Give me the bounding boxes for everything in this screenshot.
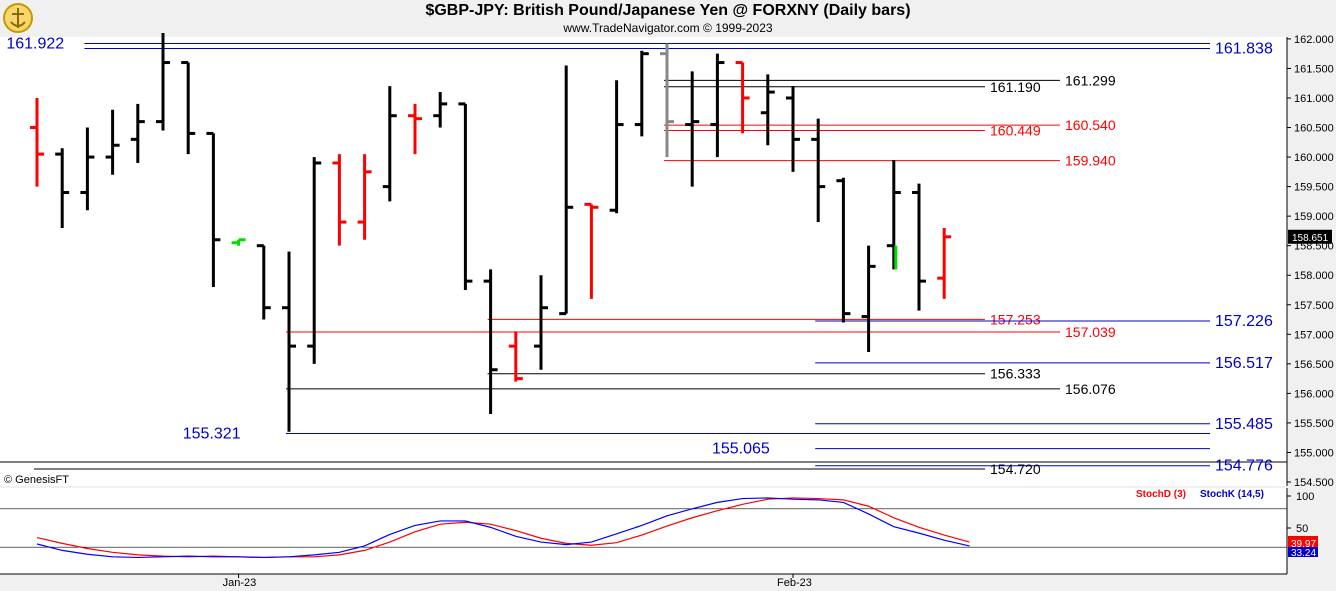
ohlc-bar [534, 275, 548, 370]
ohlc-bar [861, 245, 876, 353]
ohlc-bar [105, 109, 120, 175]
level-label: 154.720 [990, 461, 1041, 477]
last-price-marker-bg [1288, 229, 1332, 244]
ohlc-bar [130, 103, 145, 163]
ohlc-bar [408, 103, 422, 155]
y-tick-label: 160.000 [1294, 152, 1334, 164]
y-tick-label: 160.500 [1294, 123, 1334, 135]
ohlc-bar [937, 227, 952, 299]
level-label: 156.333 [990, 366, 1041, 382]
ohlc-bar [710, 53, 725, 158]
level-label: 161.922 [6, 36, 64, 53]
ohlc-bar [483, 269, 498, 415]
ohlc-bar [886, 160, 901, 270]
copyright-text: © GenesisFT [4, 474, 69, 486]
level-label: 161.838 [1215, 40, 1273, 57]
level-label: 157.039 [1065, 324, 1116, 340]
level-label: 160.449 [990, 123, 1041, 139]
y-tick-label: 161.500 [1294, 63, 1334, 75]
ohlc-bar [256, 244, 271, 320]
stoch-y-tick-label: 100 [1296, 491, 1314, 503]
level-label: 157.253 [990, 311, 1041, 327]
level-label: 161.299 [1065, 72, 1116, 88]
ohlc-bar [912, 183, 926, 311]
ohlc-bar [685, 71, 700, 187]
level-label: 156.076 [1065, 381, 1116, 397]
chart-subtitle: www.TradeNavigator.com © 1999-2023 [563, 21, 773, 35]
x-tick-label: Feb-23 [777, 577, 812, 589]
x-axis-strip [0, 574, 1336, 591]
price-plot-background [0, 37, 1287, 486]
stochastic-panel: 100 50 [0, 488, 1336, 574]
ohlc-bar [760, 74, 775, 146]
stoch-d-marker-bg [1288, 536, 1318, 547]
level-label: 155.321 [183, 425, 241, 442]
ohlc-bar [786, 86, 800, 172]
price-panel: 162.000 161.500 161.000 160.500 160.000 159.5… [0, 33, 1336, 489]
ohlc-bar [55, 148, 70, 228]
stoch-axis-background [1287, 488, 1336, 574]
level-label: 161.190 [990, 79, 1041, 95]
last-price-marker: 158.651 [1292, 233, 1329, 244]
stoch-d-legend: StochD (3) [1136, 489, 1186, 500]
ohlc-bar [433, 92, 448, 128]
trade-navigator-logo-icon [2, 2, 34, 34]
ohlc-bar [80, 127, 95, 211]
level-label: 160.540 [1065, 117, 1116, 133]
ohlc-bar [660, 43, 674, 158]
stoch-plot-background [0, 488, 1287, 574]
x-tick-label: Jan-23 [223, 577, 257, 589]
ohlc-bar [458, 102, 473, 290]
ohlc-bar [382, 86, 397, 202]
chart-title: $GBP-JPY: British Pound/Japanese Yen @ F… [425, 2, 911, 19]
stoch-y-tick-label: 50 [1296, 523, 1308, 535]
ohlc-bar [584, 202, 599, 299]
level-label: 154.776 [1215, 458, 1273, 475]
stoch-series-line [36, 497, 970, 559]
y-tick-label: 162.000 [1294, 34, 1334, 46]
ohlc-bar [559, 65, 574, 316]
stoch-k-marker-bg [1288, 547, 1318, 557]
y-tick-label: 156.500 [1294, 359, 1334, 371]
y-tick-label: 159.500 [1294, 182, 1334, 194]
ohlc-bar [811, 118, 826, 223]
ohlc-bar [307, 157, 322, 364]
ohlc-bar [634, 50, 649, 137]
ohlc-bar [206, 131, 221, 288]
y-tick-label: 154.500 [1294, 477, 1334, 489]
price-axis-background [1287, 37, 1336, 486]
y-tick-label: 155.500 [1294, 418, 1334, 430]
chart-header: $GBP-JPY: British Pound/Japanese Yen @ F… [0, 0, 1336, 36]
ohlc-bar [508, 331, 523, 382]
stoch-k-legend: StochK (14,5) [1200, 489, 1264, 500]
ohlc-bar [30, 97, 44, 187]
level-label: 157.226 [1215, 313, 1273, 330]
y-tick-label: 157.000 [1294, 329, 1334, 341]
level-label: 156.517 [1215, 355, 1273, 372]
stoch-k-last-marker: 33.24 [1291, 548, 1316, 559]
ohlc-bar [156, 33, 170, 131]
y-tick-label: 161.000 [1294, 93, 1334, 105]
ohlc-bar [231, 238, 246, 246]
stoch-d-last-marker: 39.97 [1291, 539, 1316, 550]
ohlc-bar [609, 80, 624, 214]
y-tick-label: 158.000 [1294, 270, 1334, 282]
level-label: 159.940 [1065, 153, 1116, 169]
y-tick-label: 155.000 [1294, 447, 1334, 459]
y-tick-label: 156.000 [1294, 388, 1334, 400]
ohlc-bar [836, 177, 851, 323]
ohlc-bar [332, 154, 347, 246]
level-label: 155.065 [712, 441, 770, 458]
y-tick-label: 159.000 [1294, 211, 1334, 223]
ohlc-bar [282, 251, 296, 432]
ohlc-bar [357, 154, 372, 240]
y-tick-label: 157.500 [1294, 300, 1334, 312]
level-label: 155.485 [1215, 416, 1273, 433]
ohlc-bar [735, 61, 750, 134]
ohlc-bar [181, 61, 196, 155]
